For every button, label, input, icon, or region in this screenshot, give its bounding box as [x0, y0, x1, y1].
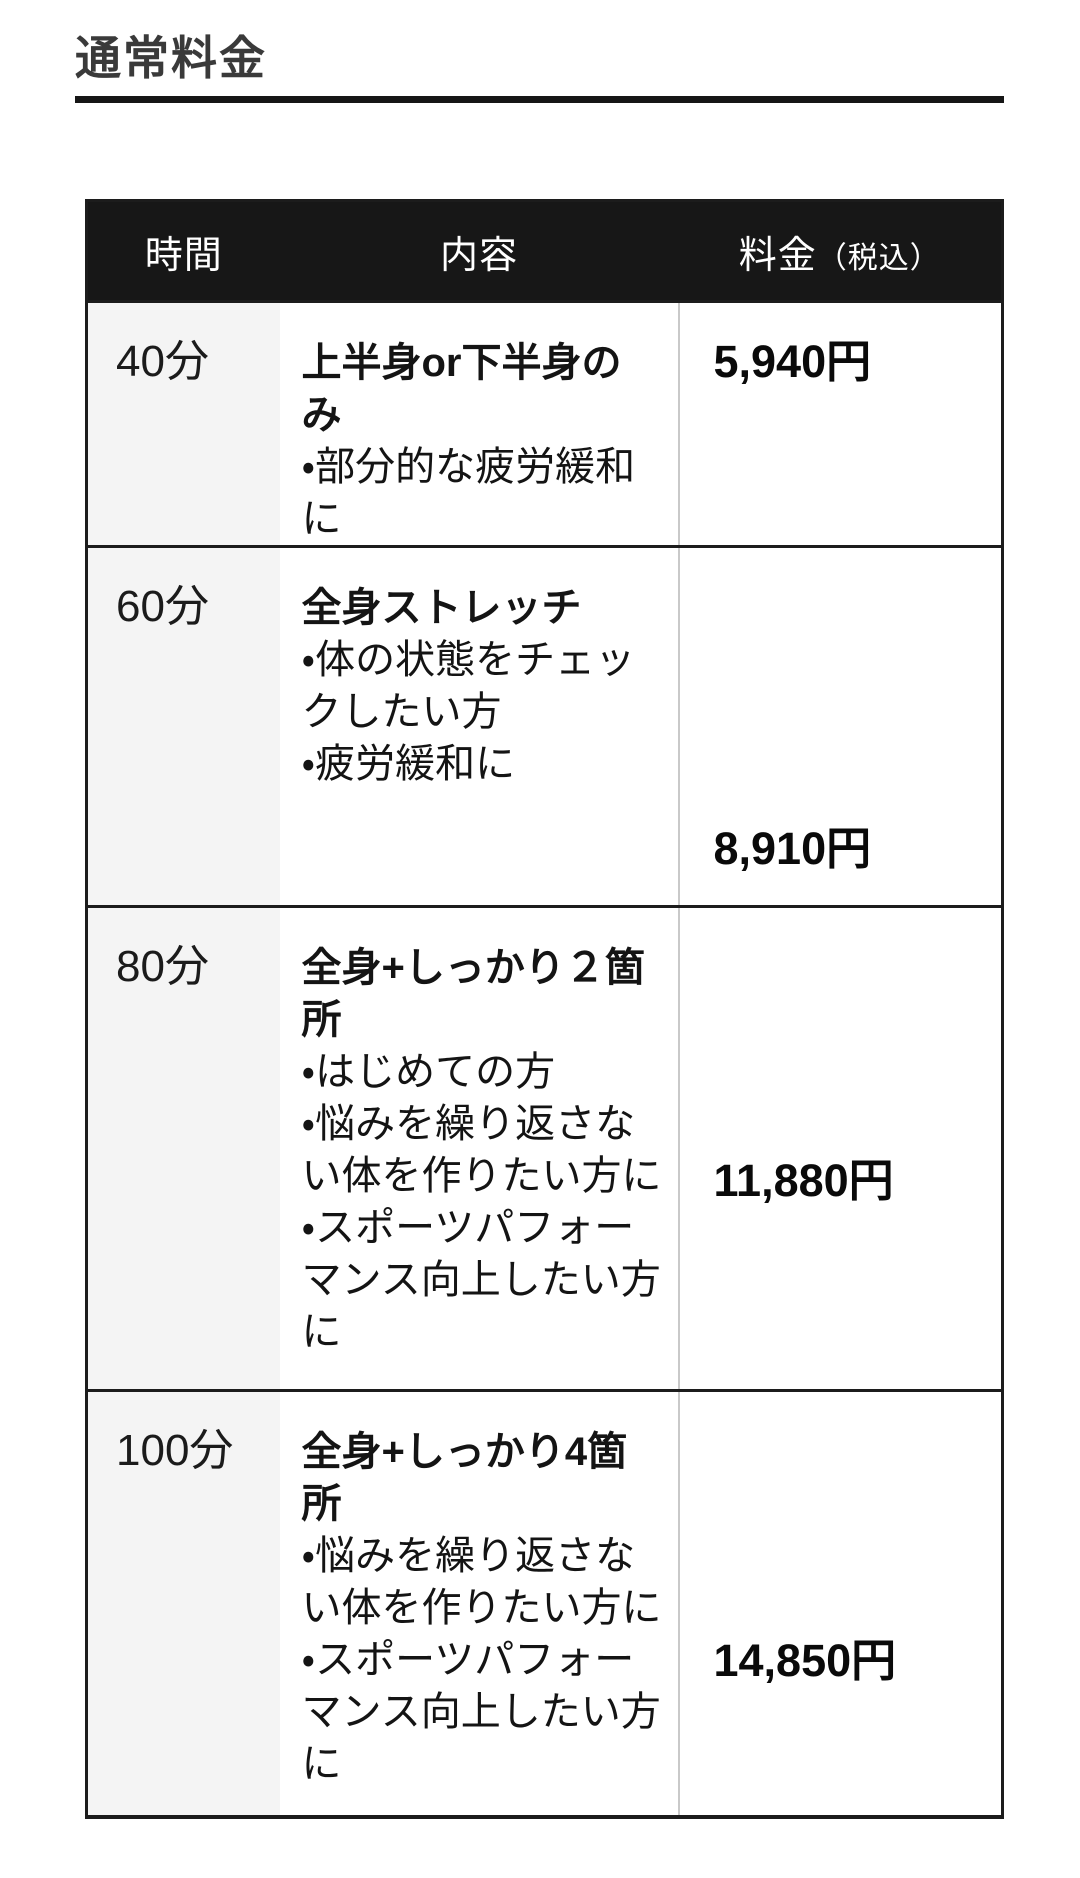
price-cell: 5,940円: [677, 300, 1003, 547]
course-bullet: ・悩みを繰り返さな い体を作りたい方に: [301, 1534, 662, 1630]
course-bullet: ・体の状態をチェッ クしたい方: [301, 638, 636, 734]
time-cell: 80分: [86, 905, 280, 1391]
table-row: 80分 全身+しっかり２箇 所 ・はじめての方 ・悩みを繰り返さな い体を作りた…: [86, 905, 1003, 1391]
course-bullet: ・はじめての方: [301, 1050, 556, 1094]
title-underline: [75, 96, 1004, 103]
course-heading: 上半身or下半身の み: [301, 341, 622, 437]
course-heading: 全身+しっかり4箇 所: [301, 1430, 628, 1526]
table-row: 60分 全身ストレッチ ・体の状態をチェッ クしたい方 ・疲労緩和に 8,910…: [86, 545, 1003, 907]
description-cell: 上半身or下半身の み ・部分的な疲労緩和 に: [279, 300, 679, 547]
time-cell: 40分: [86, 300, 280, 547]
col-header-price: 料金（税込）: [678, 200, 1003, 302]
price-cell: 11,880円: [677, 905, 1003, 1391]
price-header-label: 料金: [738, 234, 817, 277]
course-bullet: ・スポーツパフォー マンス向上したい方 に: [301, 1206, 661, 1354]
page-title: 通常料金: [75, 32, 267, 84]
tax-included-note: （税込）: [816, 241, 941, 275]
table-row: 40分 上半身or下半身の み ・部分的な疲労緩和 に 5,940円: [86, 300, 1003, 547]
col-header-content: 内容: [279, 200, 679, 302]
course-bullet: ・疲労緩和に: [301, 742, 516, 786]
price-cell: 14,850円: [677, 1389, 1003, 1817]
course-heading: 全身ストレッチ: [301, 586, 582, 630]
course-heading: 全身+しっかり２箇 所: [301, 946, 645, 1042]
time-cell: 60分: [86, 545, 280, 907]
table-row: 100分 全身+しっかり4箇 所 ・悩みを繰り返さな い体を作りたい方に ・スポ…: [86, 1389, 1003, 1817]
price-cell: 8,910円: [677, 545, 1003, 907]
course-bullet: ・スポーツパフォー マンス向上したい方 に: [301, 1638, 661, 1786]
description-cell: 全身ストレッチ ・体の状態をチェッ クしたい方 ・疲労緩和に: [279, 545, 679, 907]
pricing-table: 時間 内容 料金（税込） 40分 上半身or下半身の み ・部分的な疲労緩和 に…: [85, 199, 1004, 1819]
col-header-time: 時間: [86, 200, 280, 302]
time-cell: 100分: [86, 1389, 280, 1817]
course-bullet: ・部分的な疲労緩和 に: [301, 445, 636, 541]
table-header-row: 時間 内容 料金（税込）: [86, 200, 1003, 302]
description-cell: 全身+しっかり4箇 所 ・悩みを繰り返さな い体を作りたい方に ・スポーツパフォ…: [279, 1389, 679, 1817]
course-bullet: ・悩みを繰り返さな い体を作りたい方に: [301, 1102, 662, 1198]
description-cell: 全身+しっかり２箇 所 ・はじめての方 ・悩みを繰り返さな い体を作りたい方に …: [279, 905, 679, 1391]
